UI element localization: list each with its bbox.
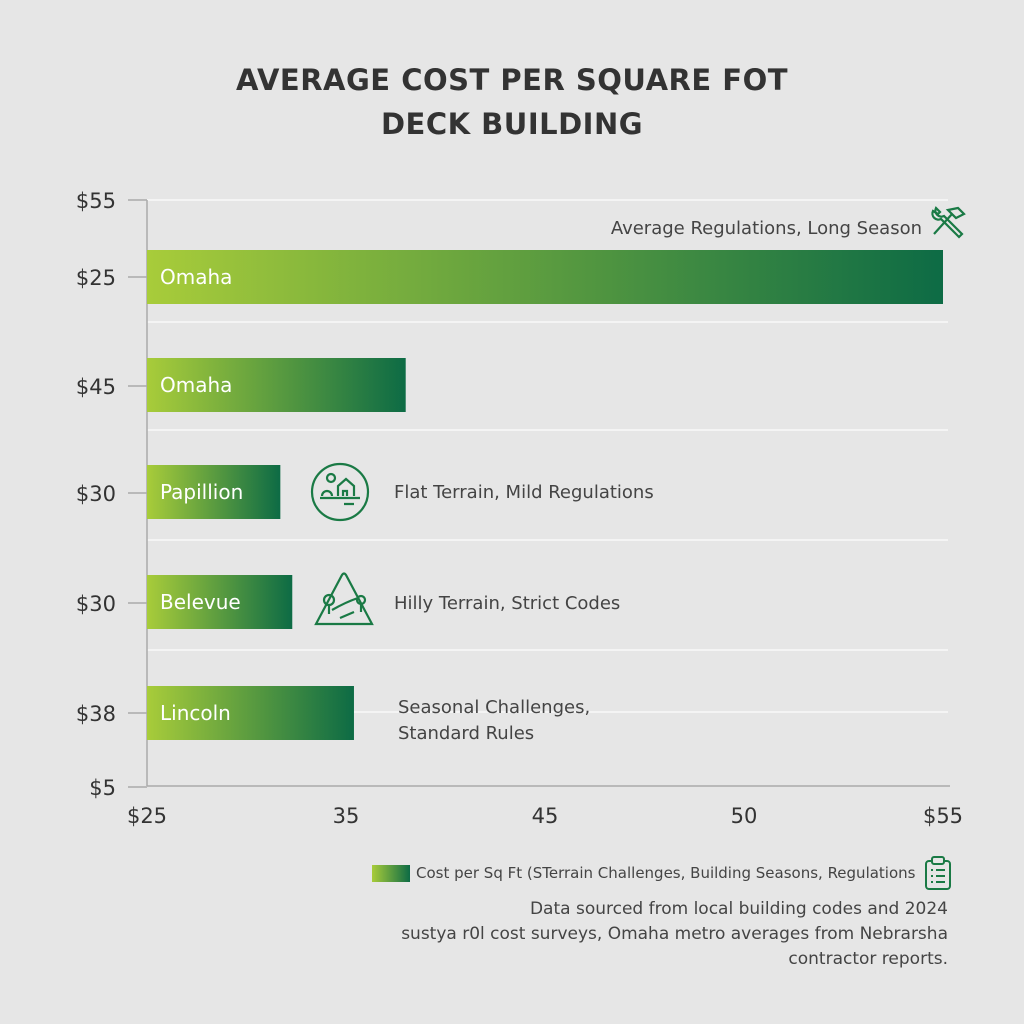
clipboard-icon	[925, 856, 952, 890]
y-tick-label: $30	[76, 482, 116, 506]
y-tick-label: $5	[89, 776, 116, 800]
bar-label: Belevue	[160, 590, 241, 614]
legend-swatch	[372, 864, 410, 882]
x-tick-label: 45	[532, 804, 559, 828]
title-line-1: AVERAGE COST PER SQUARE FOT	[235, 63, 789, 97]
footnote: Data sourced from local building codes a…	[388, 897, 948, 972]
bar[interactable]	[147, 465, 281, 519]
x-tick-label: 35	[333, 804, 360, 828]
bar-annotation: Hilly Terrain, Strict Codes	[394, 593, 620, 614]
bar-annotation: Seasonal Challenges,	[398, 697, 590, 718]
bar-label: Omaha	[160, 265, 232, 289]
bar[interactable]	[147, 686, 354, 740]
bar-label: Papillion	[160, 480, 243, 504]
footnote-line: contractor reports.	[788, 949, 948, 969]
x-tick-label: $25	[127, 804, 167, 828]
y-tick-label: $25	[76, 266, 116, 290]
bar[interactable]	[147, 575, 293, 629]
legend-label: Cost per Sq Ft (STerrain Challenges, Bui…	[416, 864, 916, 882]
bar-annotation: Average Regulations, Long Season	[611, 218, 922, 239]
y-tick-label: $55	[76, 189, 116, 213]
x-tick-label: 50	[731, 804, 758, 828]
footnote-line: Data sourced from local building codes a…	[529, 899, 948, 919]
chart-title: AVERAGE COST PER SQUARE FOT DECK BUILDIN…	[0, 58, 1024, 146]
x-tick-label: $55	[923, 804, 963, 828]
title-line-2: DECK BUILDING	[380, 107, 644, 141]
bar-annotation: Flat Terrain, Mild Regulations	[394, 482, 654, 503]
bar-label: Omaha	[160, 373, 232, 397]
hill-trees-icon	[314, 572, 374, 626]
y-tick-label: $45	[76, 375, 116, 399]
bar[interactable]	[147, 358, 406, 412]
bar-label: Lincoln	[160, 701, 231, 725]
bar[interactable]	[147, 250, 943, 304]
footnote-line: sustya r0l cost surveys, Omaha metro ave…	[401, 924, 948, 944]
bar-annotation: Standard Rules	[398, 723, 534, 744]
hammer-wrench-icon	[931, 206, 966, 239]
y-tick-label: $30	[76, 592, 116, 616]
house-landscape-icon	[310, 462, 370, 522]
legend: Cost per Sq Ft (STerrain Challenges, Bui…	[372, 855, 953, 891]
y-tick-label: $38	[76, 702, 116, 726]
